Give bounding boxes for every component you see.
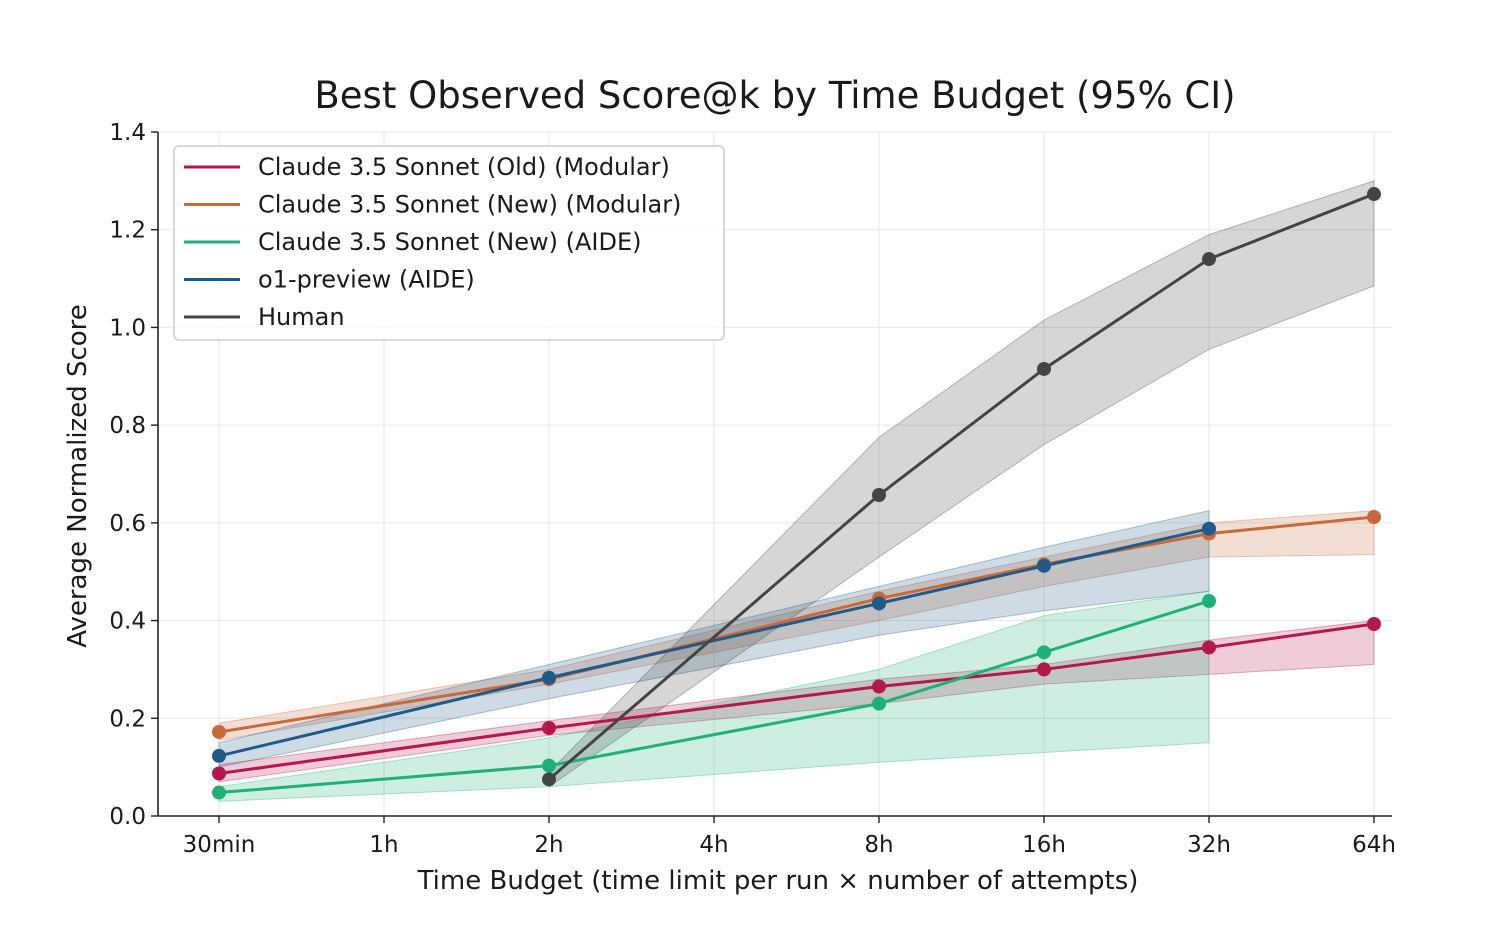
legend: Claude 3.5 Sonnet (Old) (Modular) Claude … <box>173 145 725 341</box>
data-point-old-modular <box>1367 616 1381 631</box>
gridlines <box>158 131 1392 817</box>
data-point-human <box>542 772 556 787</box>
data-point-new-aide <box>212 785 226 800</box>
ci-band-new-aide <box>218 590 1210 802</box>
x-tick-label: 16h <box>1022 832 1066 858</box>
data-points <box>212 187 1381 800</box>
legend-label-new-modular: Claude 3.5 Sonnet (New) (Modular) <box>258 191 681 219</box>
series-line-new-modular <box>218 515 1375 734</box>
data-point-human <box>872 488 886 503</box>
data-point-new-aide <box>1202 594 1216 609</box>
y-tick-label: 0.4 <box>109 609 146 635</box>
x-tick-label: 2h <box>534 832 563 858</box>
legend-label-old-modular: Claude 3.5 Sonnet (Old) (Modular) <box>258 153 670 181</box>
data-point-new-aide <box>872 696 886 711</box>
legend-label-new-aide: Claude 3.5 Sonnet (New) (AIDE) <box>258 228 641 256</box>
x-tick-label: 64h <box>1352 832 1396 858</box>
data-point-human <box>1037 361 1051 376</box>
data-point-old-modular <box>1202 640 1216 655</box>
data-point-o1-aide <box>872 596 886 611</box>
x-axis-label: Time Budget (time limit per run × number… <box>417 866 1139 896</box>
data-point-new-modular <box>1367 509 1381 524</box>
ci-band-human <box>548 180 1375 788</box>
x-tick-label: 1h <box>369 832 398 858</box>
chart-title: Best Observed Score@k by Time Budget (95… <box>314 74 1235 117</box>
y-tick-label: 1.4 <box>109 120 146 146</box>
data-point-o1-aide <box>542 670 556 685</box>
data-point-human <box>1367 187 1381 202</box>
data-point-o1-aide <box>212 748 226 763</box>
data-point-old-modular <box>212 766 226 781</box>
y-tick-label: 0.2 <box>109 706 146 732</box>
data-point-old-modular <box>1037 662 1051 677</box>
y-ticks: 0.0 0.2 0.4 0.6 0.8 1.0 1.2 1.4 <box>109 120 158 830</box>
y-tick-label: 1.0 <box>109 315 146 341</box>
ci-band-old-modular <box>218 620 1375 783</box>
x-tick-label: 30min <box>183 832 256 858</box>
legend-box <box>173 145 725 341</box>
data-point-human <box>1202 252 1216 267</box>
y-axis-label: Average Normalized Score <box>63 304 93 648</box>
data-point-old-modular <box>542 721 556 736</box>
x-tick-label: 8h <box>864 832 893 858</box>
data-point-new-modular <box>212 724 226 739</box>
data-point-o1-aide <box>1037 558 1051 573</box>
data-point-old-modular <box>872 679 886 694</box>
data-point-new-aide <box>1037 645 1051 660</box>
x-tick-label: 4h <box>699 832 728 858</box>
y-tick-label: 0.8 <box>109 413 146 439</box>
y-tick-label: 0.0 <box>109 804 146 830</box>
x-tick-label: 32h <box>1187 832 1231 858</box>
x-ticks: 30min 1h 2h 4h 8h 16h 32h 64h <box>183 816 1396 858</box>
y-tick-label: 1.2 <box>109 218 146 244</box>
legend-label-o1-aide: o1-preview (AIDE) <box>258 266 475 294</box>
data-point-new-aide <box>542 758 556 773</box>
legend-label-human: Human <box>258 303 345 331</box>
y-tick-label: 0.6 <box>109 511 146 537</box>
data-point-o1-aide <box>1202 521 1216 536</box>
